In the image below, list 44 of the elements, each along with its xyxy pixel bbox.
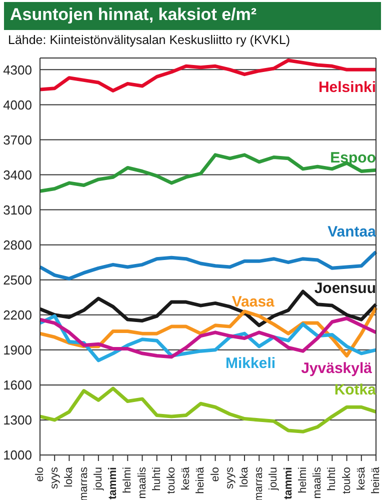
chart-subtitle: Lähde: Kiinteistönvälitysalan Keskusliitto ry (KVKL) [7, 32, 292, 49]
line-series [38, 250, 378, 280]
x-tick-label: tammi [282, 467, 294, 500]
x-tick-label: elo [34, 467, 46, 482]
chart-title: Asuntojen hinnat, kaksiot e/m² [10, 5, 257, 24]
x-tick-label: maalis [312, 466, 324, 499]
series-label: Vaasa [232, 294, 276, 311]
x-tick-label: kesä [355, 466, 368, 490]
y-tick-label: 3400 [3, 167, 32, 182]
y-tick-label: 2800 [3, 237, 32, 252]
y-tick-label: 2200 [3, 307, 32, 322]
x-tick-label: huhti [326, 467, 338, 491]
x-tick-label: heinä [370, 466, 382, 494]
line-series [38, 153, 378, 193]
x-tick-label: joulu [92, 467, 104, 492]
x-tick-label: tammi [107, 467, 120, 500]
y-tick-label: 3100 [3, 202, 32, 218]
x-tick-label: kesä [180, 466, 192, 490]
x-tick-label: syys [224, 466, 236, 489]
series-label: Jyväskylä [301, 360, 373, 377]
y-tick-label: 4300 [3, 62, 32, 78]
x-tick-label: touko [340, 467, 353, 494]
y-tick-label: 3700 [3, 132, 32, 148]
y-tick-label: 1000 [3, 448, 32, 463]
y-tick-label: 1600 [3, 378, 32, 393]
x-tick-label: touko [165, 467, 178, 494]
y-tick-label: 1900 [3, 342, 32, 358]
x-tick-label: heinä [194, 466, 207, 494]
y-tick-label: 2500 [3, 272, 32, 288]
series-label: Mikkeli [226, 355, 276, 372]
y-tick-label: 1300 [3, 412, 32, 428]
x-tick-label: elo [209, 467, 222, 482]
series-label: Espoo [330, 150, 376, 167]
x-tick-label: loka [238, 466, 251, 488]
x-tick-label: huhti [150, 467, 163, 491]
x-tick-label: syys [48, 466, 61, 489]
series-label: Helsinki [318, 79, 376, 96]
x-tick-label: helmi [122, 467, 134, 494]
y-tick-label: 4000 [3, 97, 32, 112]
x-tick-label: loka [63, 466, 76, 488]
x-tick-label: joulu [268, 467, 280, 492]
x-tick-label: maalis [136, 466, 148, 499]
series-label: Joensuu [314, 280, 376, 297]
x-tick-label: helmi [296, 467, 309, 494]
